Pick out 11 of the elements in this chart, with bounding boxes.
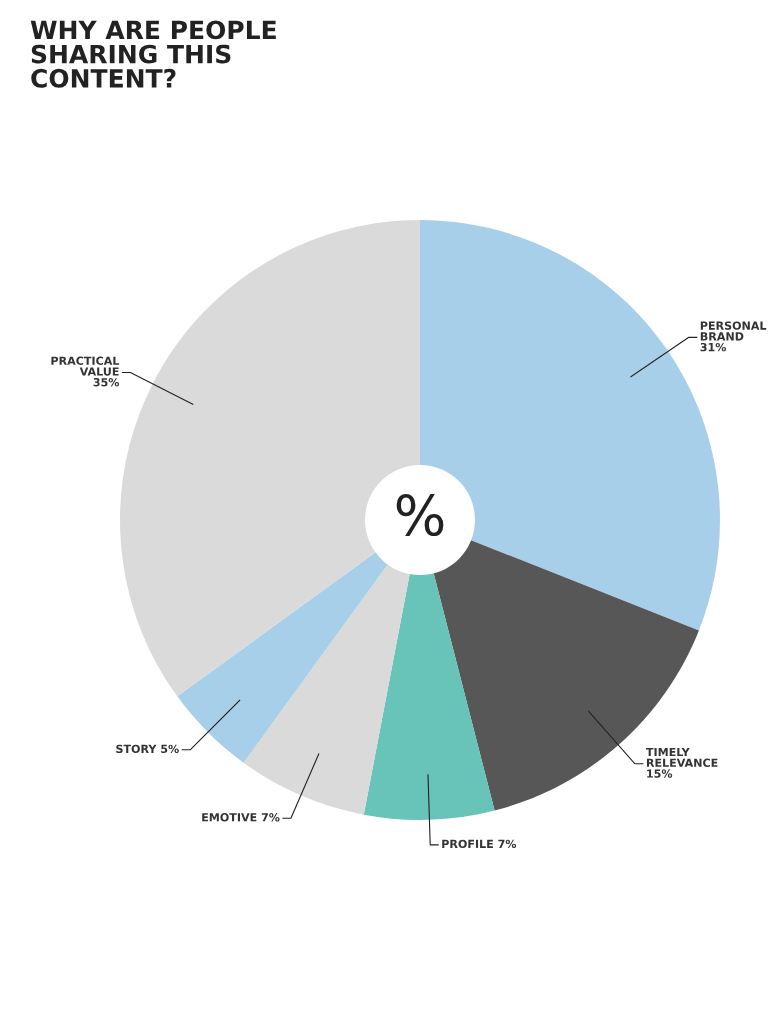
slice-label: TIMELY RELEVANCE [645, 748, 718, 768]
data-label: 15% [647, 769, 673, 778]
slice-label: PROFILE 7% [442, 839, 517, 849]
slice-label: STORY 5% [116, 744, 179, 754]
slice-label: EMOTIVE 7% [202, 813, 280, 822]
text: % [396, 494, 444, 537]
slice-label: PRACTICAL VALUE [51, 356, 120, 376]
data-label: 31% [700, 342, 727, 352]
chart-title: WHY ARE PEOPLE SHARING THIS CONTENT? [30, 20, 276, 88]
slice-label: PERSONAL BRAND [700, 321, 767, 341]
data-label: 35% [93, 378, 120, 387]
